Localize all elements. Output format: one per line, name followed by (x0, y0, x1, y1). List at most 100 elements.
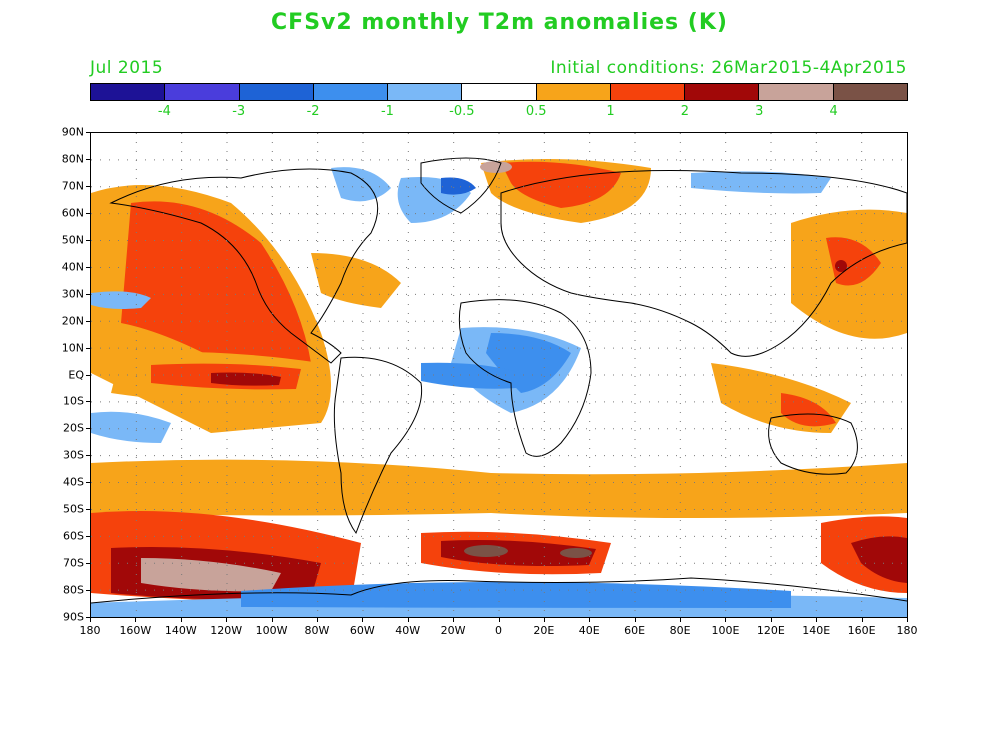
warm-core (835, 260, 847, 272)
colorbar-swatch (759, 84, 834, 100)
longitude-tick (725, 618, 727, 622)
longitude-label: 0 (495, 624, 502, 637)
colorbar-swatch (536, 84, 611, 100)
latitude-tick (86, 132, 90, 133)
longitude-tick (816, 618, 818, 622)
longitude-tick (453, 618, 455, 622)
longitude-tick (634, 618, 636, 622)
warm-field (501, 161, 621, 208)
latitude-label: 10N (61, 341, 84, 355)
longitude-tick (498, 618, 500, 622)
warm-field (141, 558, 281, 592)
latitude-label: 10S (63, 394, 84, 408)
colorbar (90, 83, 908, 101)
longitude-tick (907, 618, 908, 622)
longitude-tick (680, 618, 682, 622)
longitude-tick (362, 618, 364, 622)
longitude-tick (543, 618, 545, 622)
latitude-label: 20N (61, 314, 84, 328)
longitude-label: 40E (578, 624, 600, 637)
latitude-tick (86, 266, 90, 268)
colorbar-swatch (313, 84, 389, 100)
latitude-tick (86, 239, 90, 241)
warm-field (781, 393, 836, 427)
longitude-tick (316, 618, 318, 622)
colorbar-label: 4 (829, 104, 838, 119)
coastline-eurasia (500, 170, 907, 357)
longitude-tick (861, 618, 863, 622)
longitude-label: 160E (847, 624, 876, 637)
longitude-label: 180 (79, 624, 101, 637)
longitude-label: 80E (669, 624, 691, 637)
warm-core (560, 548, 592, 558)
colorbar-swatch (91, 84, 166, 100)
cold-field (691, 171, 831, 194)
colorbar-label: -3 (232, 104, 246, 119)
longitude-label: 40W (395, 624, 421, 637)
coastline-australia (768, 413, 858, 475)
colorbar-swatch (610, 84, 686, 100)
warm-field (851, 536, 907, 583)
colorbar-swatch (388, 84, 463, 100)
longitude-label: 120E (756, 624, 785, 637)
warm-field (121, 201, 311, 373)
colorbar-label: -1 (380, 104, 394, 119)
warm-field (211, 372, 281, 386)
anomaly-map (91, 133, 907, 617)
latitude-tick (86, 482, 90, 484)
warm-core (480, 161, 512, 173)
longitude-label: 180 (896, 624, 918, 637)
longitude-label: 80W (304, 624, 330, 637)
latitude-tick (86, 185, 90, 187)
coastline-north-america (109, 168, 379, 364)
longitude-tick (180, 618, 182, 622)
latitude-tick (86, 563, 90, 565)
latitude-label: EQ (68, 368, 84, 381)
latitude-tick (86, 590, 90, 592)
latitude-label: 60N (61, 206, 84, 220)
longitude-tick (226, 618, 228, 622)
longitude-tick (770, 618, 772, 622)
colorbar-label: 2 (680, 104, 690, 119)
anomaly-fields (91, 159, 907, 617)
colorbar-swatch (833, 84, 907, 100)
colorbar-swatch (165, 84, 240, 100)
cold-field (241, 582, 791, 608)
latitude-tick (86, 536, 90, 538)
latitude-tick (86, 158, 90, 160)
latitude-label: 90S (63, 610, 84, 624)
colorbar-swatch (685, 84, 760, 100)
warm-field (91, 459, 907, 518)
latitude-label: 40N (61, 260, 84, 274)
longitude-tick (271, 618, 273, 622)
coastline-africa (458, 299, 592, 457)
cold-field (441, 177, 476, 195)
longitude-label: 60W (349, 624, 375, 637)
longitude-label: 140E (802, 624, 831, 637)
warm-field (826, 237, 881, 286)
longitude-label: 160W (119, 624, 152, 637)
longitude-label: 20W (440, 624, 466, 637)
latitude-label: 30S (63, 448, 84, 462)
longitude-label: 100W (255, 624, 288, 637)
latitude-tick (86, 455, 90, 457)
colorbar-label: -0.5 (449, 104, 475, 119)
colorbar-swatch (462, 84, 537, 100)
colorbar-label: 3 (755, 104, 764, 119)
cold-field (331, 167, 391, 202)
longitude-tick (407, 618, 409, 622)
latitude-label: 80N (61, 152, 84, 166)
cold-field (91, 411, 171, 443)
longitude-tick (90, 618, 91, 622)
latitude-label: 80S (63, 583, 84, 597)
latitude-tick (86, 212, 90, 214)
longitude-label: 120W (210, 624, 243, 637)
latitude-label: 30N (61, 287, 84, 301)
latitude-tick (86, 347, 90, 349)
coastline-south-america (333, 356, 423, 535)
latitude-label: 70N (61, 179, 84, 193)
latitude-tick (86, 401, 90, 403)
longitude-label: 20E (533, 624, 555, 637)
latitude-tick (86, 428, 90, 430)
initial-conditions-label: Initial conditions: 26Mar2015-4Apr2015 (550, 58, 907, 78)
